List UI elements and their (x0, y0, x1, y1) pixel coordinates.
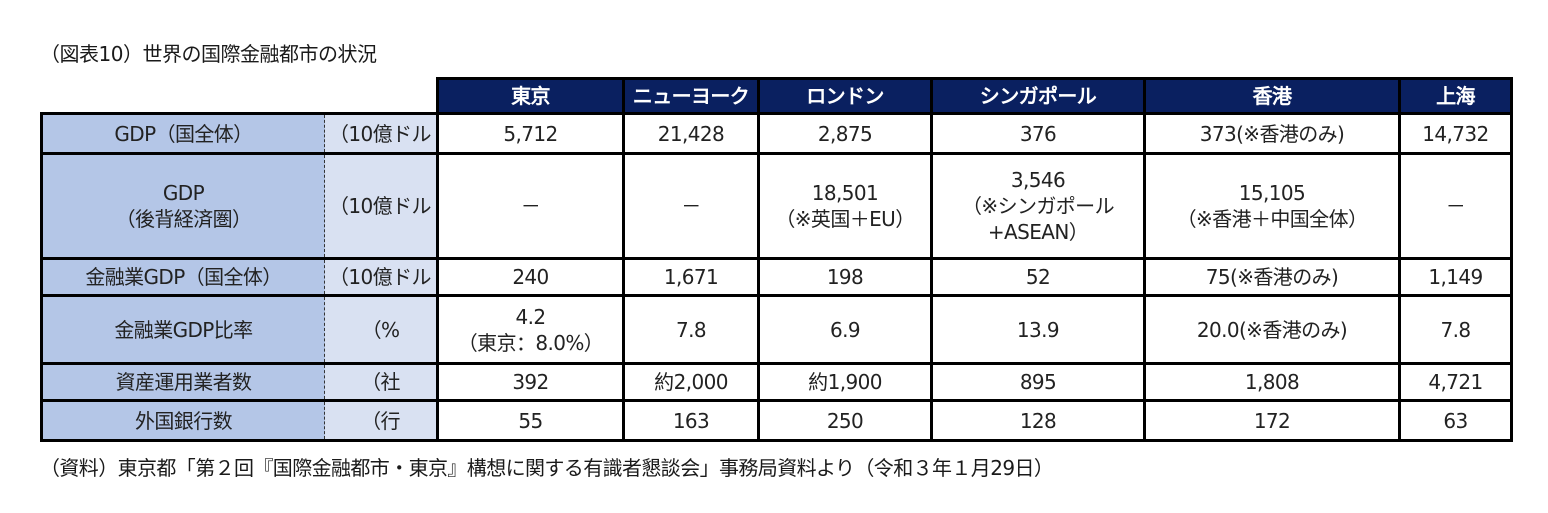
cell: 250 (757, 399, 933, 442)
row-unit: （10億ドル (324, 152, 439, 260)
cell: 1,808 (1143, 362, 1401, 402)
header-blank (41, 78, 438, 114)
row-label-line: （後背経済圏） (115, 207, 252, 231)
cell: 55 (436, 399, 625, 442)
cell: 373(※香港のみ) (1143, 112, 1401, 155)
cell: 約2,000 (622, 362, 760, 402)
cell: 3,546 （※シンガポール +ASEAN） (930, 152, 1146, 260)
table-row: 外国銀行数 （行 55 163 250 128 172 63 (40, 399, 1513, 442)
header-new-york: ニューヨーク (622, 77, 760, 115)
cell-line: （※英国＋EU） (775, 207, 915, 231)
cell: 約1,900 (757, 362, 933, 402)
cell: 13.9 (930, 294, 1146, 365)
cell: 75(※香港のみ) (1143, 257, 1401, 297)
row-unit: （10億ドル (324, 112, 439, 155)
cell: 4.2 （東京：8.0%） (436, 294, 625, 365)
cell: 172 (1143, 399, 1401, 442)
cell: 7.8 (1398, 294, 1513, 365)
cell: 392 (436, 362, 625, 402)
row-label: GDP （後背経済圏） (40, 152, 325, 260)
cell: 7.8 (622, 294, 760, 365)
header-singapore: シンガポール (930, 77, 1146, 115)
table-row: 資産運用業者数 （社 392 約2,000 約1,900 895 1,808 4… (40, 362, 1513, 402)
cell: 4,721 (1398, 362, 1513, 402)
cell: 198 (757, 257, 933, 297)
cell: 376 (930, 112, 1146, 155)
cell: 1,149 (1398, 257, 1513, 297)
cell: 52 (930, 257, 1146, 297)
row-label: 資産運用業者数 (40, 362, 325, 402)
cell: 63 (1398, 399, 1513, 442)
cell: 6.9 (757, 294, 933, 365)
cell-line: 18,501 (811, 181, 879, 205)
row-label: 金融業GDP比率 (40, 294, 325, 365)
cell-line: 15,105 (1238, 181, 1306, 205)
row-unit: （行 (324, 399, 439, 442)
cell: 20.0(※香港のみ) (1143, 294, 1401, 365)
cell: 14,732 (1398, 112, 1513, 155)
cell: － (622, 152, 760, 260)
header-hong-kong: 香港 (1143, 77, 1401, 115)
cell-line: （東京：8.0%） (457, 330, 604, 355)
row-label: 金融業GDP（国全体） (40, 257, 325, 297)
cell-line: （※香港＋中国全体） (1176, 207, 1368, 231)
cell-line: － (520, 194, 541, 218)
table-row: 金融業GDP（国全体） （10億ドル 240 1,671 198 52 75(※… (40, 257, 1513, 297)
source-note: （資料）東京都「第２回『国際金融都市・東京』構想に関する有識者懇談会」事務局資料… (40, 456, 1054, 480)
cell-line: － (681, 194, 701, 218)
cell: 18,501 （※英国＋EU） (757, 152, 933, 260)
financial-cities-table: 東京 ニューヨーク ロンドン シンガポール 香港 上海 GDP（国全体） （10… (40, 77, 1513, 442)
cell: 21,428 (622, 112, 760, 155)
cell-line: （※シンガポール (962, 194, 1115, 218)
row-unit: （10億ドル (324, 257, 439, 297)
header-shanghai: 上海 (1398, 77, 1513, 115)
row-unit: （社 (324, 362, 439, 402)
cell: － (436, 152, 625, 260)
table-row: GDP（国全体） （10億ドル 5,712 21,428 2,875 376 3… (40, 112, 1513, 155)
cell: － (1398, 152, 1513, 260)
cell: 2,875 (757, 112, 933, 155)
cell: 128 (930, 399, 1146, 442)
cell: 1,671 (622, 257, 760, 297)
cell-line: － (1445, 194, 1466, 218)
header-london: ロンドン (757, 77, 933, 115)
cell: 895 (930, 362, 1146, 402)
cell-line: +ASEAN） (987, 220, 1089, 244)
row-label: 外国銀行数 (40, 399, 325, 442)
row-label-line: GDP (162, 181, 205, 205)
row-label: GDP（国全体） (40, 112, 325, 155)
table-row: 金融業GDP比率 （% 4.2 （東京：8.0%） 7.8 6.9 13.9 2… (40, 294, 1513, 365)
cell: 240 (436, 257, 625, 297)
cell-line: 3,546 (1010, 168, 1066, 192)
header-tokyo: 東京 (436, 77, 625, 115)
row-unit: （% (324, 294, 439, 365)
figure-title: （図表10）世界の国際金融都市の状況 (40, 42, 377, 66)
cell: 5,712 (436, 112, 625, 155)
cell: 15,105 （※香港＋中国全体） (1143, 152, 1401, 260)
cell: 163 (622, 399, 760, 442)
cell-line: 4.2 (515, 304, 546, 329)
header-row: 東京 ニューヨーク ロンドン シンガポール 香港 上海 (41, 77, 1513, 115)
table-row: GDP （後背経済圏） （10億ドル － － 18,501 （※英国＋EU） 3… (40, 152, 1513, 260)
